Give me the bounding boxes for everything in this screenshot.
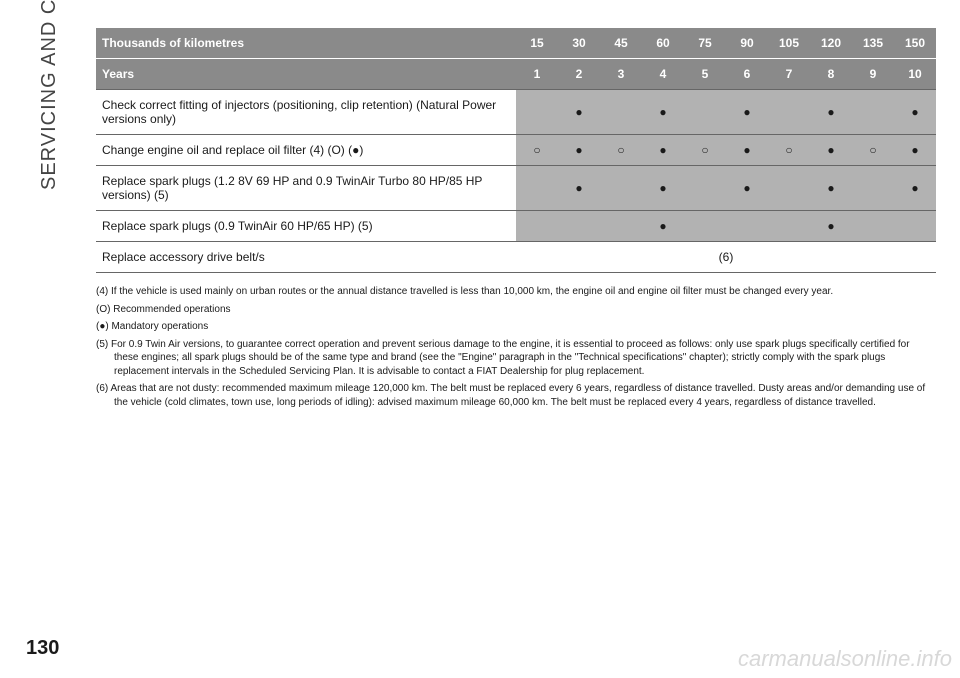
cell: [852, 90, 894, 135]
km-col: 75: [684, 28, 726, 59]
footnote-5: (5) For 0.9 Twin Air versions, to guaran…: [96, 338, 936, 379]
footnote-o: (O) Recommended operations: [96, 303, 936, 317]
cell: ●: [642, 211, 684, 242]
maintenance-table: Thousands of kilometres 15 30 45 60 75 9…: [96, 28, 936, 273]
km-col: 150: [894, 28, 936, 59]
cell: ○: [516, 135, 558, 166]
row-label: Change engine oil and replace oil filter…: [96, 135, 516, 166]
year-col: 7: [768, 59, 810, 90]
table-row: Replace accessory drive belt/s (6): [96, 242, 936, 273]
cell: ●: [726, 90, 768, 135]
cell: ●: [558, 135, 600, 166]
cell: ●: [810, 211, 852, 242]
km-col: 15: [516, 28, 558, 59]
header-km-label: Thousands of kilometres: [96, 28, 516, 59]
cell: ●: [726, 166, 768, 211]
section-title: SERVICING AND CARE: [38, 0, 61, 190]
header-years-label: Years: [96, 59, 516, 90]
cell: ○: [768, 135, 810, 166]
km-col: 135: [852, 28, 894, 59]
cell: [600, 90, 642, 135]
footnote-dot: (●) Mandatory operations: [96, 320, 936, 334]
row-span-note: (6): [516, 242, 936, 273]
cell: [726, 211, 768, 242]
cell: [600, 166, 642, 211]
row-label: Check correct fitting of injectors (posi…: [96, 90, 516, 135]
km-col: 30: [558, 28, 600, 59]
cell: [684, 166, 726, 211]
cell: ●: [726, 135, 768, 166]
row-label: Replace accessory drive belt/s: [96, 242, 516, 273]
footnote-6: (6) Areas that are not dusty: recommende…: [96, 382, 936, 409]
watermark: carmanualsonline.info: [738, 646, 952, 672]
cell: ●: [810, 166, 852, 211]
row-label: Replace spark plugs (0.9 TwinAir 60 HP/6…: [96, 211, 516, 242]
cell: ●: [642, 135, 684, 166]
km-col: 60: [642, 28, 684, 59]
cell: [768, 90, 810, 135]
year-col: 5: [684, 59, 726, 90]
year-col: 4: [642, 59, 684, 90]
cell: [894, 211, 936, 242]
cell: [558, 211, 600, 242]
cell: ●: [642, 166, 684, 211]
header-row-years: Years 1 2 3 4 5 6 7 8 9 10: [96, 59, 936, 90]
main-content: Thousands of kilometres 15 30 45 60 75 9…: [96, 28, 936, 413]
cell: [852, 166, 894, 211]
cell: [768, 211, 810, 242]
cell: ●: [810, 90, 852, 135]
page-number: 130: [26, 637, 59, 660]
footnotes: (4) If the vehicle is used mainly on urb…: [96, 285, 936, 409]
year-col: 1: [516, 59, 558, 90]
cell: [516, 166, 558, 211]
cell: ●: [642, 90, 684, 135]
cell: ●: [558, 90, 600, 135]
year-col: 10: [894, 59, 936, 90]
cell: ○: [684, 135, 726, 166]
cell: [684, 90, 726, 135]
km-col: 90: [726, 28, 768, 59]
year-col: 3: [600, 59, 642, 90]
km-col: 120: [810, 28, 852, 59]
cell: [600, 211, 642, 242]
cell: [516, 90, 558, 135]
cell: [684, 211, 726, 242]
year-col: 6: [726, 59, 768, 90]
table-row: Replace spark plugs (1.2 8V 69 HP and 0.…: [96, 166, 936, 211]
km-col: 105: [768, 28, 810, 59]
cell: ●: [558, 166, 600, 211]
row-label: Replace spark plugs (1.2 8V 69 HP and 0.…: [96, 166, 516, 211]
header-row-km: Thousands of kilometres 15 30 45 60 75 9…: [96, 28, 936, 59]
year-col: 9: [852, 59, 894, 90]
table-row: Check correct fitting of injectors (posi…: [96, 90, 936, 135]
cell: [516, 211, 558, 242]
cell: [852, 211, 894, 242]
cell: ○: [852, 135, 894, 166]
cell: ○: [600, 135, 642, 166]
cell: ●: [894, 90, 936, 135]
cell: ●: [894, 166, 936, 211]
cell: [768, 166, 810, 211]
cell: ●: [894, 135, 936, 166]
table-row: Replace spark plugs (0.9 TwinAir 60 HP/6…: [96, 211, 936, 242]
year-col: 8: [810, 59, 852, 90]
cell: ●: [810, 135, 852, 166]
km-col: 45: [600, 28, 642, 59]
footnote-4: (4) If the vehicle is used mainly on urb…: [96, 285, 936, 299]
year-col: 2: [558, 59, 600, 90]
table-row: Change engine oil and replace oil filter…: [96, 135, 936, 166]
